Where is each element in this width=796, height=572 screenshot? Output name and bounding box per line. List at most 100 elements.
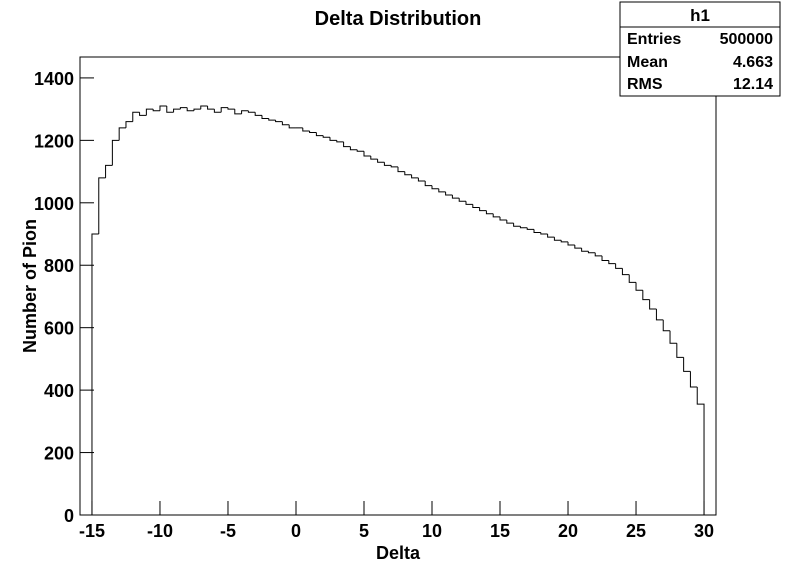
histogram-bin: [472, 204, 480, 208]
histogram-bin: [145, 108, 154, 116]
histogram-bin: [540, 232, 548, 235]
histogram-bin: [553, 237, 562, 241]
histogram-bin: [288, 124, 296, 129]
histogram-bin: [234, 109, 242, 115]
stats-key: RMS: [627, 76, 663, 93]
histogram-bin: [567, 241, 575, 246]
stats-value: 4.663: [733, 54, 773, 71]
histogram-bin: [363, 151, 371, 157]
x-tick-label: 10: [422, 521, 442, 541]
x-tick-label: 15: [490, 521, 510, 541]
histogram-bin: [356, 149, 364, 152]
histogram-bin: [642, 290, 650, 301]
histogram-bin: [152, 109, 160, 112]
histogram-bin: [118, 127, 126, 141]
plot-frame: [79, 56, 717, 516]
histogram-bin: [485, 210, 494, 215]
histogram-bin: [506, 219, 514, 224]
y-tick-label: 1000: [34, 194, 74, 214]
y-axis-label: Number of Pion: [20, 219, 40, 353]
x-tick-label: -10: [147, 521, 173, 541]
histogram-bin: [594, 252, 603, 257]
histogram-bin: [683, 357, 691, 372]
histogram-bin: [669, 330, 677, 344]
histogram-bin: [254, 112, 262, 116]
histogram-bin: [315, 132, 324, 137]
chart-title: Delta Distribution: [315, 8, 482, 30]
histogram-bin: [547, 234, 555, 238]
histogram-bin: [261, 115, 269, 120]
histogram-bin: [377, 159, 385, 163]
stats-value: 500000: [720, 31, 773, 48]
histogram-bin: [173, 108, 181, 113]
histogram-bin: [417, 177, 426, 182]
histogram-bin: [91, 233, 99, 515]
histogram-bin: [397, 166, 405, 173]
histogram-bin: [519, 226, 528, 229]
histogram-bin: [179, 107, 188, 110]
histogram-bin: [166, 106, 174, 113]
histogram-bin: [689, 371, 698, 388]
stats-box: h1 Entries 500000 Mean 4.663 RMS 12.14: [619, 1, 781, 97]
histogram-bin: [492, 213, 501, 218]
histogram-bin: [281, 121, 290, 126]
histogram-bin: [601, 255, 609, 262]
histogram-bin: [349, 146, 358, 151]
y-tick-label: 200: [44, 444, 74, 464]
histogram-bin: [445, 191, 453, 196]
histogram-bin: [533, 229, 541, 233]
histogram-bin: [132, 111, 140, 122]
histogram-bin: [390, 165, 398, 168]
histogram-bin: [676, 343, 684, 358]
histogram-bin: [587, 251, 596, 254]
histogram-bin: [241, 110, 249, 114]
histogram-bin: [431, 185, 439, 190]
histogram-bin: [98, 177, 106, 235]
stats-frame: [619, 1, 781, 97]
histogram-bin: [621, 268, 630, 276]
histogram-bin: [655, 308, 664, 321]
x-tick-label: -5: [220, 521, 236, 541]
histogram-bin: [628, 274, 637, 283]
x-tick-label: 20: [558, 521, 578, 541]
histogram-bin: [458, 198, 467, 202]
histogram-bin: [370, 155, 378, 160]
histogram-bin: [336, 140, 344, 143]
histogram-bin: [193, 108, 201, 111]
histogram-bin: [329, 137, 337, 141]
histogram-bin: [383, 162, 392, 166]
histogram-bin: [526, 227, 535, 230]
stats-key: Entries: [627, 31, 681, 48]
histogram-bin: [200, 105, 208, 110]
histogram-bin: [404, 171, 412, 176]
histogram-bin: [309, 130, 317, 134]
y-tick-label: 0: [64, 506, 74, 526]
histogram-bin: [322, 135, 330, 138]
stats-key: Mean: [627, 54, 668, 71]
histogram-bin: [247, 110, 256, 113]
histogram-bin: [649, 299, 657, 310]
histogram-bin: [343, 141, 351, 148]
histogram-bin: [608, 260, 616, 265]
y-tick-label: 1200: [34, 131, 74, 151]
y-tick-label: 1400: [34, 69, 74, 89]
histogram-bin: [111, 139, 120, 166]
x-tick-label: 5: [359, 521, 369, 541]
histogram-bin: [159, 105, 167, 111]
histogram-bin: [424, 180, 433, 187]
histogram-bin: [125, 121, 133, 128]
histogram-bin: [302, 127, 310, 132]
x-axis-label: Delta: [376, 543, 421, 563]
histogram-bin: [662, 319, 671, 332]
histogram-bin: [479, 207, 487, 212]
stats-title: h1: [690, 6, 710, 25]
histogram-bin: [574, 244, 582, 249]
histogram-bin: [581, 248, 589, 252]
histogram-bin: [213, 109, 222, 113]
stats-value: 12.14: [733, 76, 773, 93]
histogram-bin: [227, 107, 235, 110]
histogram-bin: [207, 106, 215, 110]
histogram-bin: [186, 107, 194, 112]
histogram-bin: [499, 216, 507, 221]
histogram-bin: [220, 107, 228, 113]
